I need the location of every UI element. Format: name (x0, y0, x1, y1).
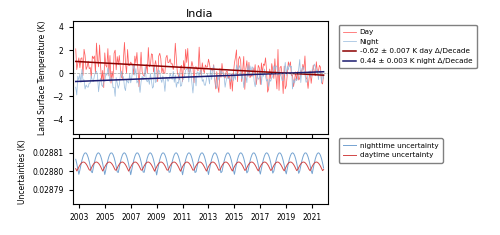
daytime uncertainty (314, 161, 320, 163)
0.44 ± 0.003 K night Δ/Decade (156, 77, 162, 80)
Day (305, 87, 311, 90)
nighttime uncertainty (90, 171, 96, 174)
-0.62 ± 0.007 K day Δ/Decade (72, 60, 78, 63)
Day (238, 59, 244, 62)
Night (83, 84, 89, 86)
Y-axis label: Uncertainties (K): Uncertainties (K) (18, 139, 26, 204)
nighttime uncertainty (112, 160, 118, 163)
Line: nighttime uncertainty: nighttime uncertainty (76, 153, 324, 175)
Night (320, 77, 326, 80)
Day (280, 92, 286, 95)
Legend: Day, Night, -0.62 ± 0.007 K day Δ/Decade, 0.44 ± 0.003 K night Δ/Decade: Day, Night, -0.62 ± 0.007 K day Δ/Decade… (339, 25, 476, 68)
daytime uncertainty (90, 164, 96, 167)
0.44 ± 0.003 K night Δ/Decade (236, 74, 242, 76)
0.44 ± 0.003 K night Δ/Decade (112, 78, 118, 81)
-0.62 ± 0.007 K day Δ/Decade (90, 61, 96, 64)
nighttime uncertainty (83, 152, 89, 154)
Day (112, 49, 118, 51)
nighttime uncertainty (238, 151, 244, 154)
-0.62 ± 0.007 K day Δ/Decade (156, 65, 162, 67)
-0.62 ± 0.007 K day Δ/Decade (236, 69, 242, 72)
daytime uncertainty (158, 161, 164, 164)
Night (112, 95, 118, 98)
-0.62 ± 0.007 K day Δ/Decade (83, 61, 89, 63)
nighttime uncertainty (304, 153, 310, 156)
Day (320, 73, 326, 76)
Line: daytime uncertainty: daytime uncertainty (76, 162, 324, 171)
Night (158, 78, 164, 80)
0.44 ± 0.003 K night Δ/Decade (90, 79, 96, 82)
Line: Night: Night (76, 59, 324, 96)
nighttime uncertainty (158, 155, 164, 158)
nighttime uncertainty (320, 167, 326, 169)
Day (83, 68, 89, 71)
0.44 ± 0.003 K night Δ/Decade (320, 70, 326, 73)
Night (305, 72, 311, 75)
Night (297, 58, 303, 61)
daytime uncertainty (112, 168, 118, 171)
0.44 ± 0.003 K night Δ/Decade (303, 71, 309, 74)
daytime uncertainty (320, 168, 326, 171)
Day (122, 41, 128, 44)
daytime uncertainty (304, 164, 310, 167)
-0.62 ± 0.007 K day Δ/Decade (320, 74, 326, 77)
Title: India: India (186, 9, 214, 19)
0.44 ± 0.003 K night Δ/Decade (83, 80, 89, 82)
Day (158, 57, 164, 60)
nighttime uncertainty (316, 151, 322, 154)
nighttime uncertainty (154, 173, 160, 176)
Y-axis label: Land Surface Temperature (K): Land Surface Temperature (K) (38, 20, 46, 135)
daytime uncertainty (72, 167, 78, 170)
daytime uncertainty (152, 170, 158, 173)
Legend: nighttime uncertainty, daytime uncertainty: nighttime uncertainty, daytime uncertain… (339, 138, 442, 163)
Line: 0.44 ± 0.003 K night Δ/Decade: 0.44 ± 0.003 K night Δ/Decade (76, 72, 324, 82)
Day (90, 55, 96, 58)
0.44 ± 0.003 K night Δ/Decade (72, 80, 78, 83)
Night (113, 76, 119, 79)
Line: -0.62 ± 0.007 K day Δ/Decade: -0.62 ± 0.007 K day Δ/Decade (76, 61, 324, 75)
Night (238, 69, 244, 72)
-0.62 ± 0.007 K day Δ/Decade (112, 62, 118, 65)
-0.62 ± 0.007 K day Δ/Decade (303, 73, 309, 76)
nighttime uncertainty (72, 158, 78, 161)
daytime uncertainty (238, 162, 244, 164)
Night (90, 79, 96, 82)
daytime uncertainty (83, 163, 89, 165)
Night (72, 86, 78, 89)
Day (72, 47, 78, 50)
Line: Day: Day (76, 42, 324, 94)
